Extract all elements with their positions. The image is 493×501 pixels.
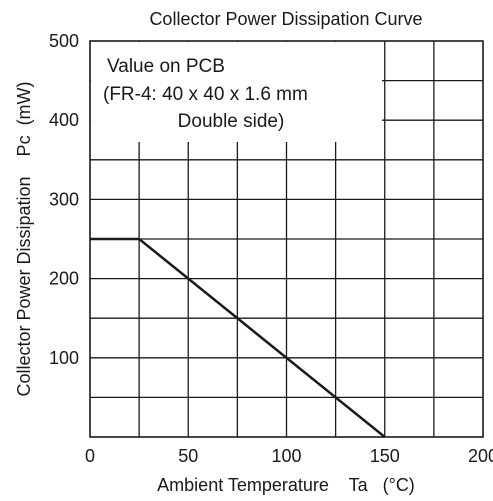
x-axis-ticks: 0 50 100 150 200 bbox=[85, 446, 493, 466]
grid bbox=[90, 41, 483, 437]
chart-title: Collector Power Dissipation Curve bbox=[149, 9, 422, 29]
x-tick-label: 50 bbox=[178, 446, 198, 466]
annotation-line: (FR-4: 40 x 40 x 1.6 mm bbox=[103, 84, 308, 105]
annotation: Value on PCB (FR-4: 40 x 40 x 1.6 mm Doubl… bbox=[103, 56, 308, 132]
y-tick-label: 300 bbox=[49, 189, 79, 209]
y-tick-label: 200 bbox=[49, 269, 79, 289]
y-tick-label: 400 bbox=[49, 110, 79, 130]
x-tick-label: 200 bbox=[468, 446, 493, 466]
x-tick-label: 100 bbox=[271, 446, 301, 466]
annotation-line: Value on PCB bbox=[107, 56, 225, 77]
y-tick-label: 100 bbox=[49, 348, 79, 368]
series-line bbox=[90, 237, 386, 438]
y-tick-label: 500 bbox=[49, 31, 79, 51]
x-tick-label: 0 bbox=[85, 446, 95, 466]
annotation-line: Double side) bbox=[178, 111, 285, 132]
y-axis-ticks: 100 200 300 400 500 bbox=[49, 31, 79, 368]
y-axis-label: Collector Power Dissipation Pc (mW) bbox=[14, 81, 34, 396]
x-tick-label: 150 bbox=[370, 446, 400, 466]
annotation-box bbox=[91, 42, 382, 142]
plot-frame bbox=[89, 40, 484, 438]
x-axis-label: Ambient Temperature Ta (°C) bbox=[157, 475, 415, 495]
